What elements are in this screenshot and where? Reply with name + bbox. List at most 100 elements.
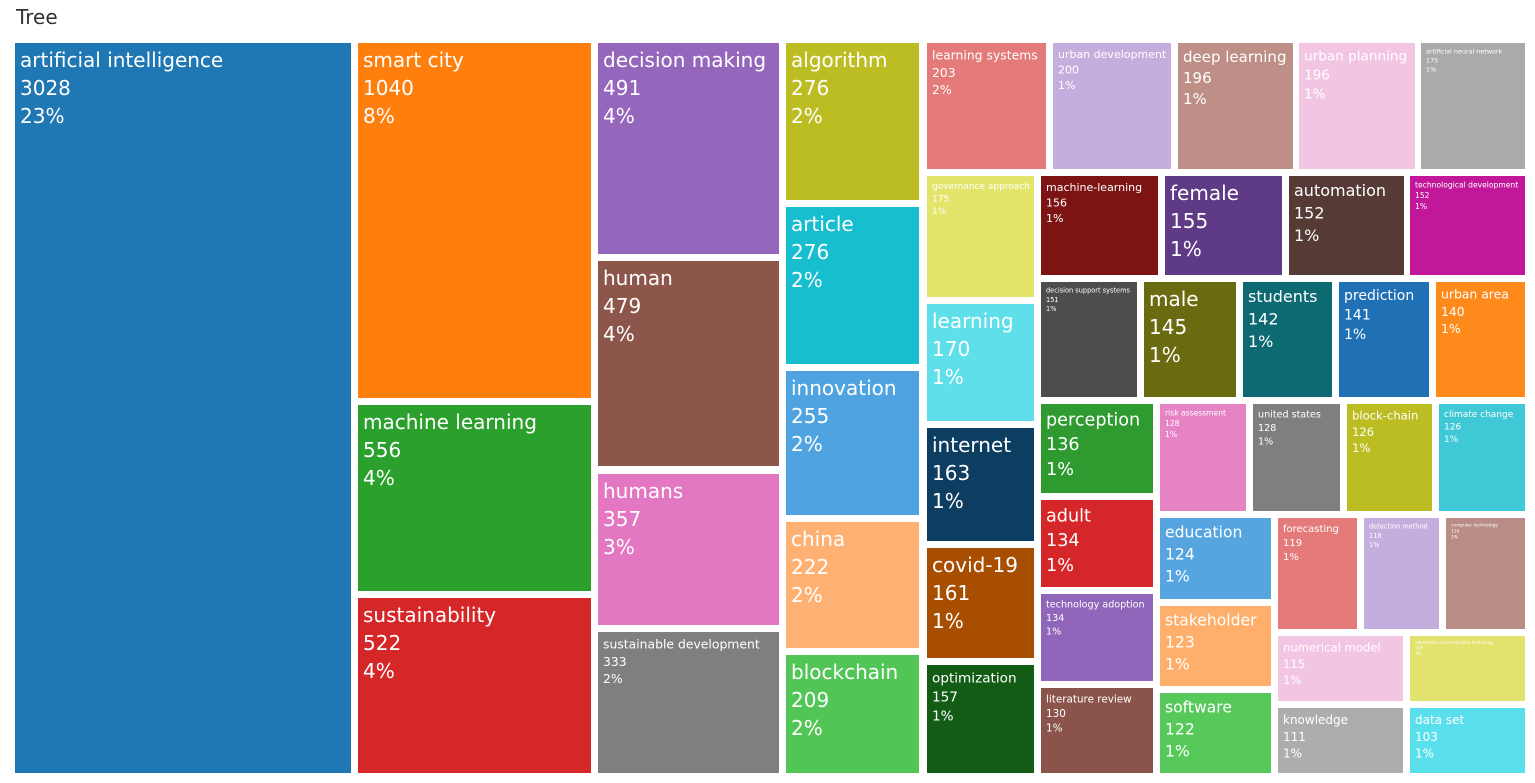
tile-sustainability[interactable]: sustainability 522 4% bbox=[358, 598, 591, 773]
tile-forecasting[interactable]: forecasting 119 1% bbox=[1278, 518, 1357, 629]
tile-label-artificial-neural-network: artificial neural network bbox=[1426, 47, 1502, 55]
tile-value-decision-support-systems: 151 bbox=[1046, 296, 1059, 304]
tile-label-block-chain: block-chain bbox=[1352, 409, 1418, 423]
tile-value-urban-development: 200 bbox=[1058, 63, 1079, 76]
tile-algorithm[interactable]: algorithm 276 2% bbox=[786, 43, 919, 200]
tile-perception[interactable]: perception 136 1% bbox=[1041, 404, 1153, 493]
tile-information-communication-technology[interactable]: information communication technology1141… bbox=[1410, 636, 1525, 701]
tile-percent-sustainable-development: 2% bbox=[603, 671, 623, 686]
tile-rect-automation bbox=[1289, 176, 1404, 275]
tile-female[interactable]: female 155 1% bbox=[1165, 176, 1282, 275]
tile-rect-knowledge bbox=[1278, 708, 1403, 773]
tile-urban-planning[interactable]: urban planning 196 1% bbox=[1299, 43, 1415, 169]
tile-machine-learning[interactable]: machine learning 556 4% bbox=[358, 405, 591, 591]
tile-internet[interactable]: internet 163 1% bbox=[927, 428, 1034, 541]
tile-automation[interactable]: automation 152 1% bbox=[1289, 176, 1404, 275]
tile-governance-approach[interactable]: governance approach 175 1% bbox=[927, 176, 1034, 297]
tile-label-students: students bbox=[1248, 287, 1318, 306]
tile-male[interactable]: male 145 1% bbox=[1144, 282, 1236, 397]
tile-value-technology-adoption: 134 bbox=[1046, 613, 1064, 624]
tile-artificial-intelligence[interactable]: artificial intelligence 3028 23% bbox=[15, 43, 351, 773]
tile-decision-making[interactable]: decision making 491 4% bbox=[598, 43, 779, 254]
tile-label-governance-approach: governance approach bbox=[932, 182, 1030, 192]
tile-value-risk-assessment: 128 bbox=[1165, 419, 1180, 428]
tile-rect-humans bbox=[598, 474, 779, 625]
tile-climate-change[interactable]: climate change 126 1% bbox=[1439, 404, 1525, 511]
tile-rect-numerical-model bbox=[1278, 636, 1403, 701]
tile-percent-machine-learning: 1% bbox=[1046, 212, 1063, 225]
tile-value-human: 479 bbox=[603, 294, 641, 318]
tile-learning[interactable]: learning 170 1% bbox=[927, 304, 1034, 421]
tile-deep-learning[interactable]: deep learning 196 1% bbox=[1178, 43, 1293, 169]
tile-value-artificial-intelligence: 3028 bbox=[20, 76, 71, 100]
tile-rect-learning bbox=[927, 304, 1034, 421]
tile-knowledge[interactable]: knowledge 111 1% bbox=[1278, 708, 1403, 773]
tile-human[interactable]: human 479 4% bbox=[598, 261, 779, 466]
tile-innovation[interactable]: innovation 255 2% bbox=[786, 371, 919, 515]
tile-urban-area[interactable]: urban area 140 1% bbox=[1436, 282, 1525, 397]
tile-adult[interactable]: adult 134 1% bbox=[1041, 500, 1153, 587]
tile-percent-optimization: 1% bbox=[932, 709, 954, 725]
tile-label-information-communication-technology: information communication technology bbox=[1415, 640, 1494, 645]
tile-data-set[interactable]: data set 103 1% bbox=[1410, 708, 1525, 773]
tile-percent-male: 1% bbox=[1149, 343, 1181, 367]
tile-software[interactable]: software 122 1% bbox=[1160, 693, 1271, 773]
tile-block-chain[interactable]: block-chain 126 1% bbox=[1347, 404, 1432, 511]
tile-blockchain[interactable]: blockchain 209 2% bbox=[786, 655, 919, 773]
tile-rect-climate-change bbox=[1439, 404, 1525, 511]
tile-value-forecasting: 119 bbox=[1283, 538, 1302, 549]
tile-rect-internet bbox=[927, 428, 1034, 541]
tile-percent-governance-approach: 1% bbox=[932, 207, 947, 217]
tile-prediction[interactable]: prediction 141 1% bbox=[1339, 282, 1429, 397]
tile-rect-artificial-intelligence bbox=[15, 43, 351, 773]
tile-percent-female: 1% bbox=[1170, 237, 1202, 261]
tile-stakeholder[interactable]: stakeholder 123 1% bbox=[1160, 606, 1271, 686]
tile-united-states[interactable]: united states 128 1% bbox=[1253, 404, 1340, 511]
tile-value-students: 142 bbox=[1248, 309, 1279, 328]
tile-label-internet: internet bbox=[932, 433, 1011, 457]
tile-technology-adoption[interactable]: technology adoption 134 1% bbox=[1041, 594, 1153, 681]
tile-education[interactable]: education 124 1% bbox=[1160, 518, 1271, 599]
tile-learning-systems[interactable]: learning systems 203 2% bbox=[927, 43, 1046, 169]
tile-rect-covid-19 bbox=[927, 548, 1034, 658]
tile-literature-review[interactable]: literature review 130 1% bbox=[1041, 688, 1153, 773]
tile-percent-technology-adoption: 1% bbox=[1046, 626, 1061, 637]
tile-percent-literature-review: 1% bbox=[1046, 723, 1063, 735]
tile-covid-19[interactable]: covid-19 161 1% bbox=[927, 548, 1034, 658]
tile-rect-china bbox=[786, 522, 919, 648]
tile-value-internet: 163 bbox=[932, 461, 970, 485]
tile-label-decision-making: decision making bbox=[603, 48, 766, 72]
tile-article[interactable]: article 276 2% bbox=[786, 207, 919, 364]
tile-value-education: 124 bbox=[1165, 545, 1195, 563]
tile-label-learning-systems: learning systems bbox=[932, 47, 1038, 62]
tile-rect-smart-city bbox=[358, 43, 591, 398]
tile-urban-development[interactable]: urban development 200 1% bbox=[1053, 43, 1171, 169]
tile-optimization[interactable]: optimization 157 1% bbox=[927, 665, 1034, 773]
tile-students[interactable]: students 142 1% bbox=[1243, 282, 1332, 397]
tile-humans[interactable]: humans 357 3% bbox=[598, 474, 779, 625]
tile-percent-covid-19: 1% bbox=[932, 609, 964, 633]
tile-label-machine-learning: machine learning bbox=[363, 410, 537, 434]
tile-value-governance-approach: 175 bbox=[932, 195, 949, 205]
tile-percent-prediction: 1% bbox=[1344, 327, 1366, 343]
tile-value-covid-19: 161 bbox=[932, 581, 970, 605]
tile-rect-data-set bbox=[1410, 708, 1525, 773]
tile-value-adult: 134 bbox=[1046, 531, 1080, 551]
tile-percent-urban-development: 1% bbox=[1058, 79, 1075, 92]
tile-label-numerical-model: numerical model bbox=[1283, 641, 1381, 655]
tile-sustainable-development[interactable]: sustainable development 333 2% bbox=[598, 632, 779, 773]
tile-rect-machine-learning bbox=[358, 405, 591, 591]
tile-machine-learning[interactable]: machine-learning 156 1% bbox=[1041, 176, 1158, 275]
tile-percent-humans: 3% bbox=[603, 535, 635, 559]
tile-china[interactable]: china 222 2% bbox=[786, 522, 919, 648]
tile-smart-city[interactable]: smart city 1040 8% bbox=[358, 43, 591, 398]
tile-rect-risk-assessment bbox=[1160, 404, 1246, 511]
tile-numerical-model[interactable]: numerical model 115 1% bbox=[1278, 636, 1403, 701]
tile-percent-computer-technology: 1% bbox=[1451, 535, 1458, 541]
